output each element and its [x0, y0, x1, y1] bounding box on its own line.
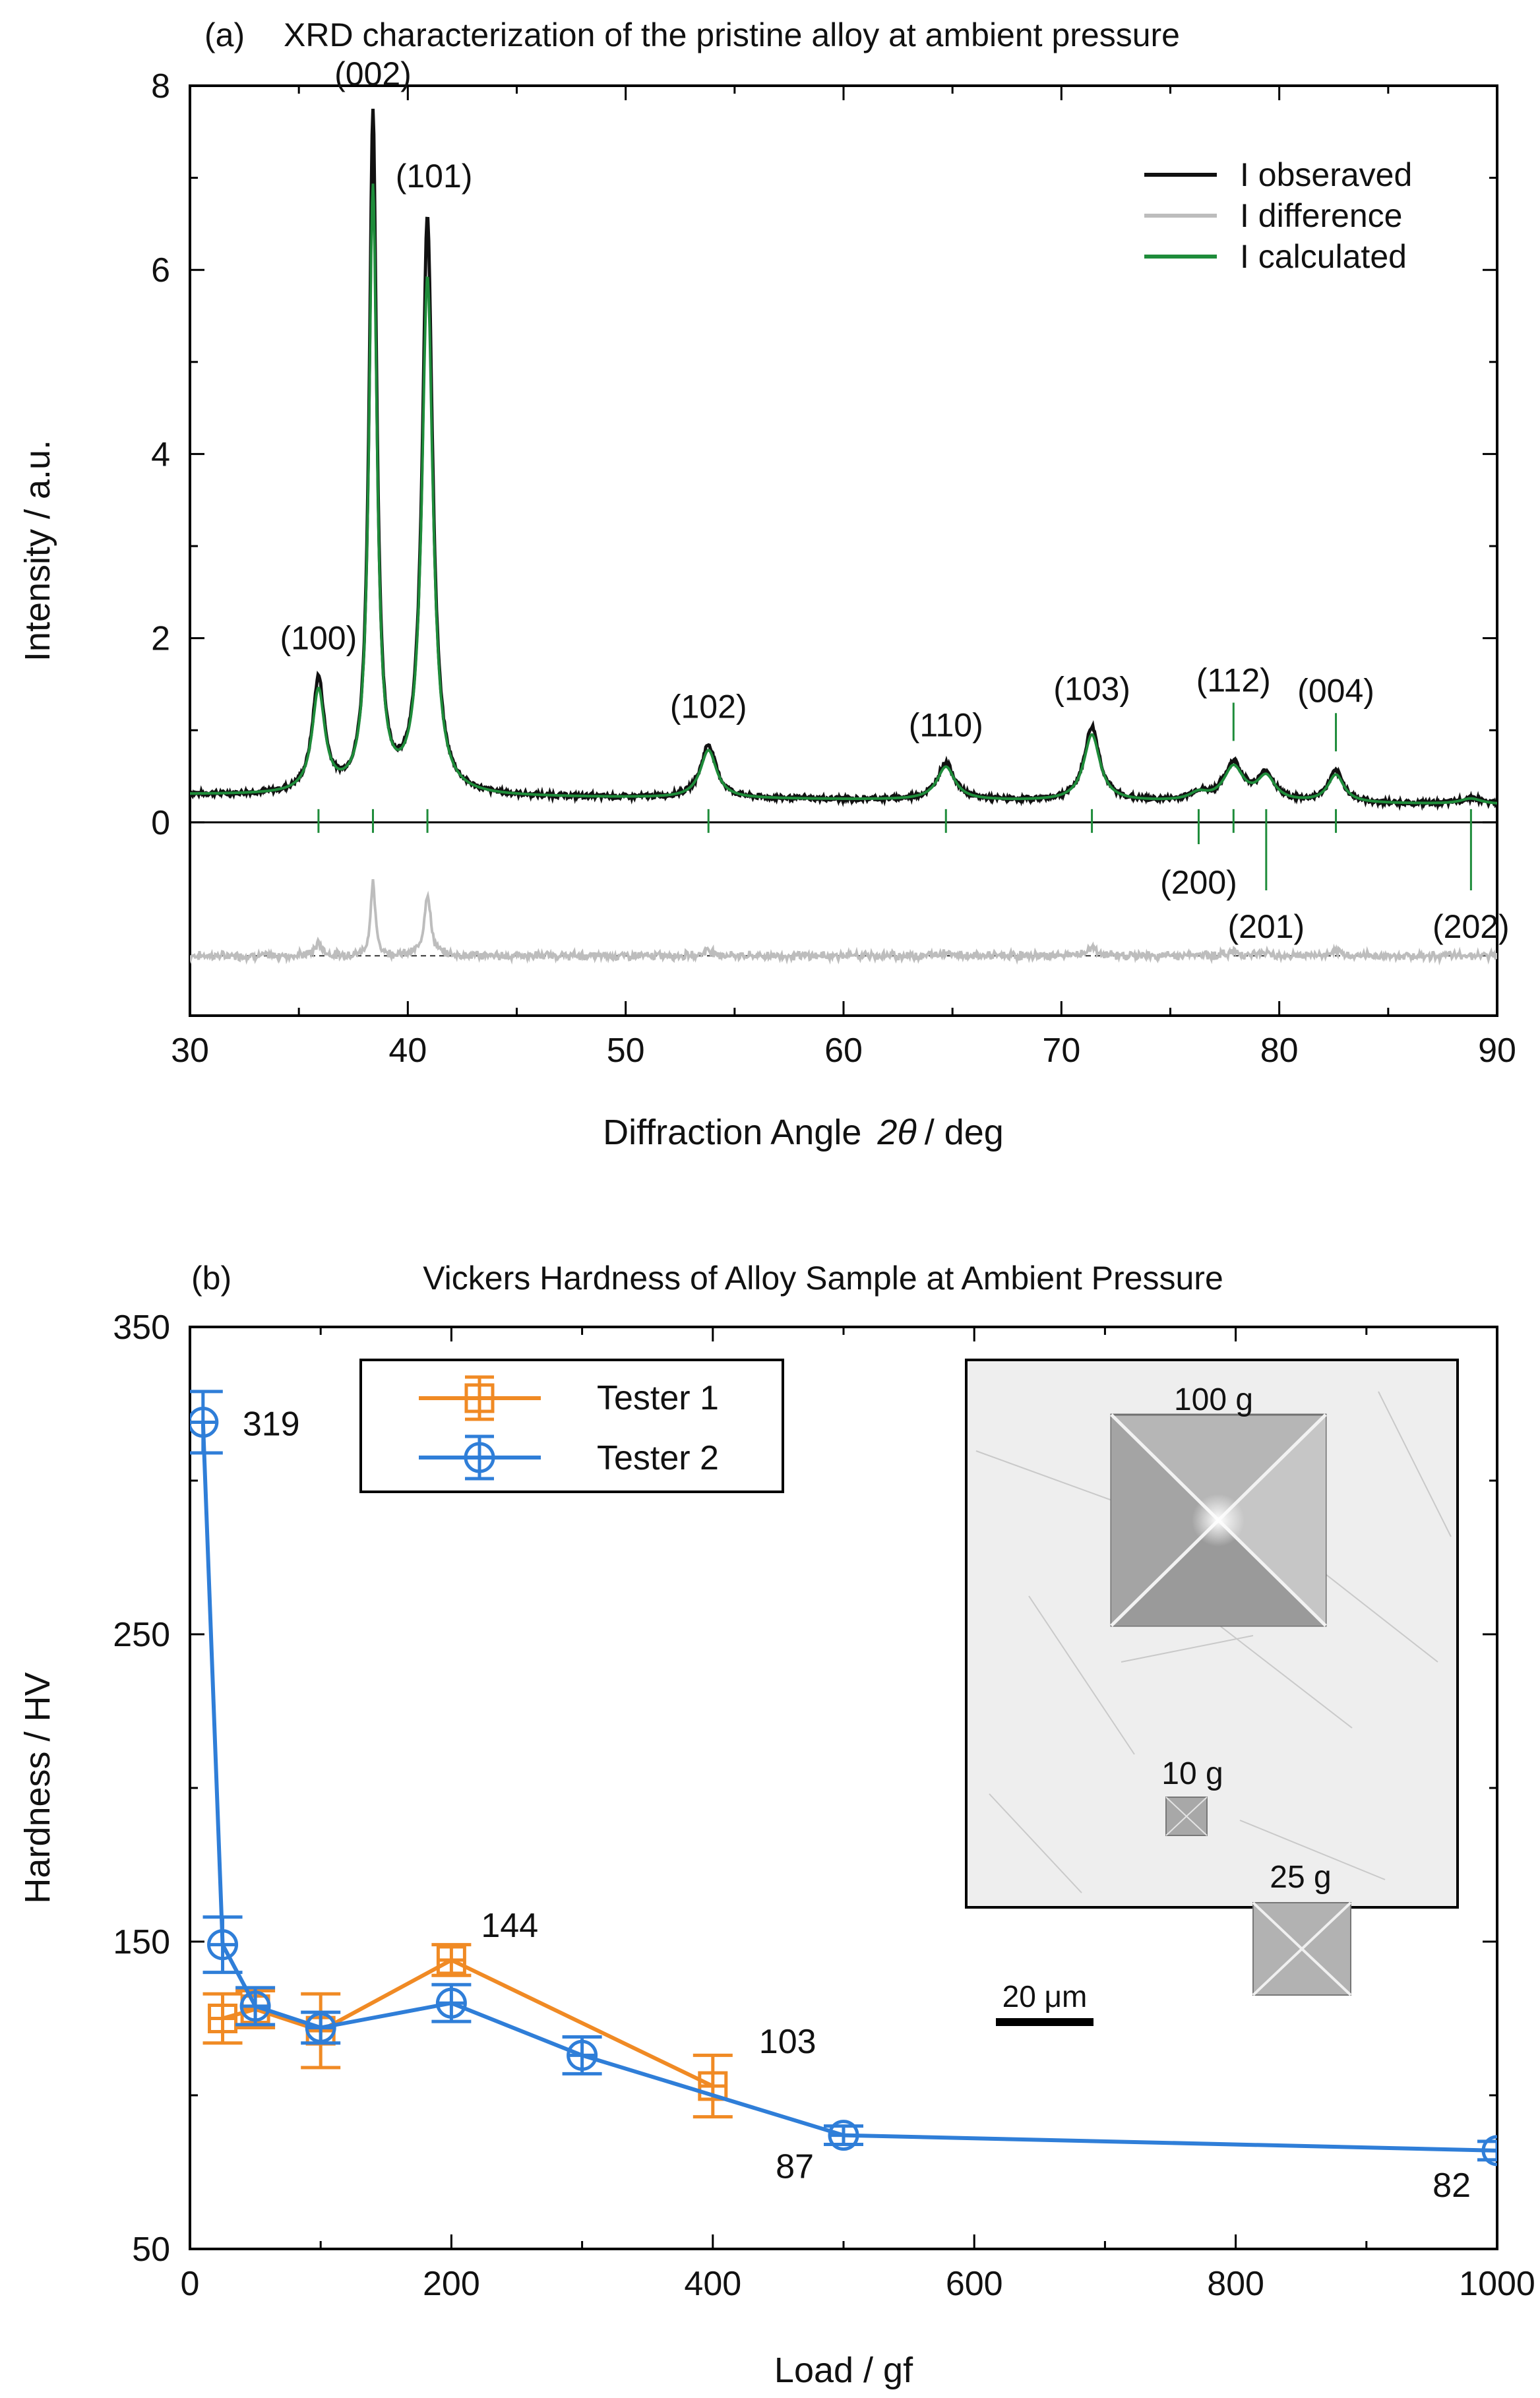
panel-a-y-tick-labels: 0 2 4 6 8	[151, 67, 170, 842]
data-point	[239, 1990, 271, 2022]
inset-micrograph: 100 g 10 g 25 g 20 μm	[965, 1359, 1459, 2026]
data-point	[698, 2071, 728, 2101]
x-tick-label: 0	[181, 2265, 200, 2303]
data-label: 144	[481, 1907, 538, 1945]
y-tick-label: 250	[113, 1616, 170, 1654]
panel-b-y-tick-labels: 50 150 250 350	[113, 1308, 170, 2269]
legend-label-observed: I obseraved	[1240, 156, 1412, 193]
y-tick-label: 6	[151, 251, 170, 290]
legend-markers	[419, 1375, 541, 1481]
panel-a-curves	[190, 108, 1497, 966]
data-point	[435, 1987, 467, 2019]
peak-label: (110)	[909, 706, 983, 743]
legend-label-tester1: Tester 1	[597, 1379, 719, 1417]
x-tick-label: 800	[1207, 2265, 1264, 2303]
calculated-curve	[190, 183, 1497, 805]
x-tick-label: 80	[1260, 1031, 1299, 1070]
x-axis-label-main: Diffraction Angle	[603, 1113, 861, 1152]
inset-frame	[965, 1359, 1459, 1909]
panel-a: (a) XRD characterization of the pristine…	[18, 16, 1516, 1152]
x-tick-label: 600	[946, 2265, 1003, 2303]
x-tick-label: 40	[388, 1031, 427, 1070]
data-label: 319	[243, 1405, 300, 1443]
scale-bar-label: 20 μm	[1002, 1979, 1088, 2014]
x-tick-label: 50	[607, 1031, 645, 1070]
legend-label-tester2: Tester 2	[597, 1439, 719, 1477]
indent-label-10g: 10 g	[1161, 1756, 1223, 1791]
x-tick-label: 90	[1478, 1031, 1516, 1070]
peak-label: (201)	[1227, 908, 1305, 945]
series-line-2	[200, 1422, 1497, 2153]
data-label: 87	[776, 2148, 814, 2186]
panel-a-label: (a)	[204, 16, 245, 53]
legend-marker	[464, 1383, 495, 1413]
y-tick-label: 50	[132, 2230, 170, 2269]
panel-b-x-tick-labels: 0 200 400 600 800 1000	[181, 2265, 1535, 2303]
scale-bar	[996, 2018, 1093, 2026]
panel-a-x-axis-label: Diffraction Angle 2θ / deg	[603, 1113, 1004, 1152]
peak-label: (200)	[1160, 864, 1237, 901]
peak-label: (100)	[280, 620, 357, 657]
peak-label: (112)	[1196, 661, 1271, 698]
panel-b-title: Vickers Hardness of Alloy Sample at Ambi…	[423, 1260, 1223, 1297]
difference-curve	[190, 879, 1497, 966]
panel-b-legend: Tester 1 Tester 2	[359, 1359, 784, 1493]
data-point	[1481, 2135, 1497, 2167]
panel-b-label: (b)	[191, 1260, 231, 1297]
data-point	[208, 2004, 238, 2033]
legend-box	[359, 1359, 784, 1493]
legend-label-difference: I difference	[1240, 197, 1402, 234]
x-axis-label-unit: / deg	[925, 1113, 1004, 1152]
x-axis-label-theta: 2θ	[877, 1113, 916, 1152]
x-tick-label: 30	[171, 1031, 209, 1070]
peak-label: (101)	[396, 158, 473, 195]
legend-marker	[464, 1442, 495, 1473]
panel-a-x-tick-labels: 30 40 50 60 70 80 90	[171, 1031, 1516, 1070]
peak-labels: (100) (002) (101) (102) (110) (103) (200) (112)…	[280, 55, 1510, 945]
data-point	[305, 2012, 336, 2043]
panel-a-title: XRD characterization of the pristine all…	[284, 16, 1180, 53]
panel-b-y-axis-label: Hardness / HV	[18, 1672, 57, 1903]
x-tick-label: 1000	[1459, 2265, 1535, 2303]
legend-label-calculated: I calculated	[1240, 238, 1407, 275]
data-label: 82	[1432, 2167, 1471, 2205]
peak-label: (002)	[334, 55, 412, 92]
y-tick-label: 350	[113, 1308, 170, 1347]
panel-b-ticks	[189, 1326, 1498, 2250]
indent-100g	[1110, 1413, 1327, 1627]
peak-label: (202)	[1432, 908, 1510, 945]
y-tick-label: 150	[113, 1923, 170, 1961]
inset-scratches	[975, 1391, 1452, 1893]
data-point	[436, 1945, 466, 1975]
panel-b-data-labels: 319 144 103 87 82	[243, 1405, 1471, 2204]
indent-25g-image	[1252, 1901, 1352, 1996]
y-tick-label: 4	[151, 435, 170, 474]
x-tick-label: 70	[1042, 1031, 1080, 1070]
peak-label: (102)	[670, 689, 747, 725]
indent-label-25g: 25 g	[1270, 1860, 1331, 1895]
data-point	[190, 1406, 219, 1438]
y-tick-label: 0	[151, 804, 170, 842]
peak-label: (004)	[1297, 672, 1374, 709]
y-tick-label: 8	[151, 67, 170, 106]
data-label: 103	[759, 2023, 816, 2061]
data-point	[567, 2039, 598, 2071]
panel-b: (b) Vickers Hardness of Alloy Sample at …	[18, 1260, 1535, 2390]
indent-10g	[1165, 1797, 1208, 1836]
y-tick-label: 2	[151, 620, 170, 658]
data-point	[828, 2120, 859, 2151]
panel-a-y-axis-label: Intensity / a.u.	[18, 440, 57, 661]
panel-b-x-axis-label: Load / gf	[774, 2351, 913, 2390]
x-tick-label: 200	[423, 2265, 480, 2303]
x-tick-label: 60	[824, 1031, 863, 1070]
data-point	[207, 1929, 239, 1961]
indent-label-100g: 100 g	[1174, 1382, 1253, 1417]
peak-label: (103)	[1053, 671, 1130, 708]
x-tick-label: 400	[684, 2265, 741, 2303]
reflection-ticks	[317, 702, 1472, 890]
panel-a-legend: I obseraved I difference I calculated	[1144, 156, 1412, 275]
panel-b-series	[190, 1390, 1497, 2167]
